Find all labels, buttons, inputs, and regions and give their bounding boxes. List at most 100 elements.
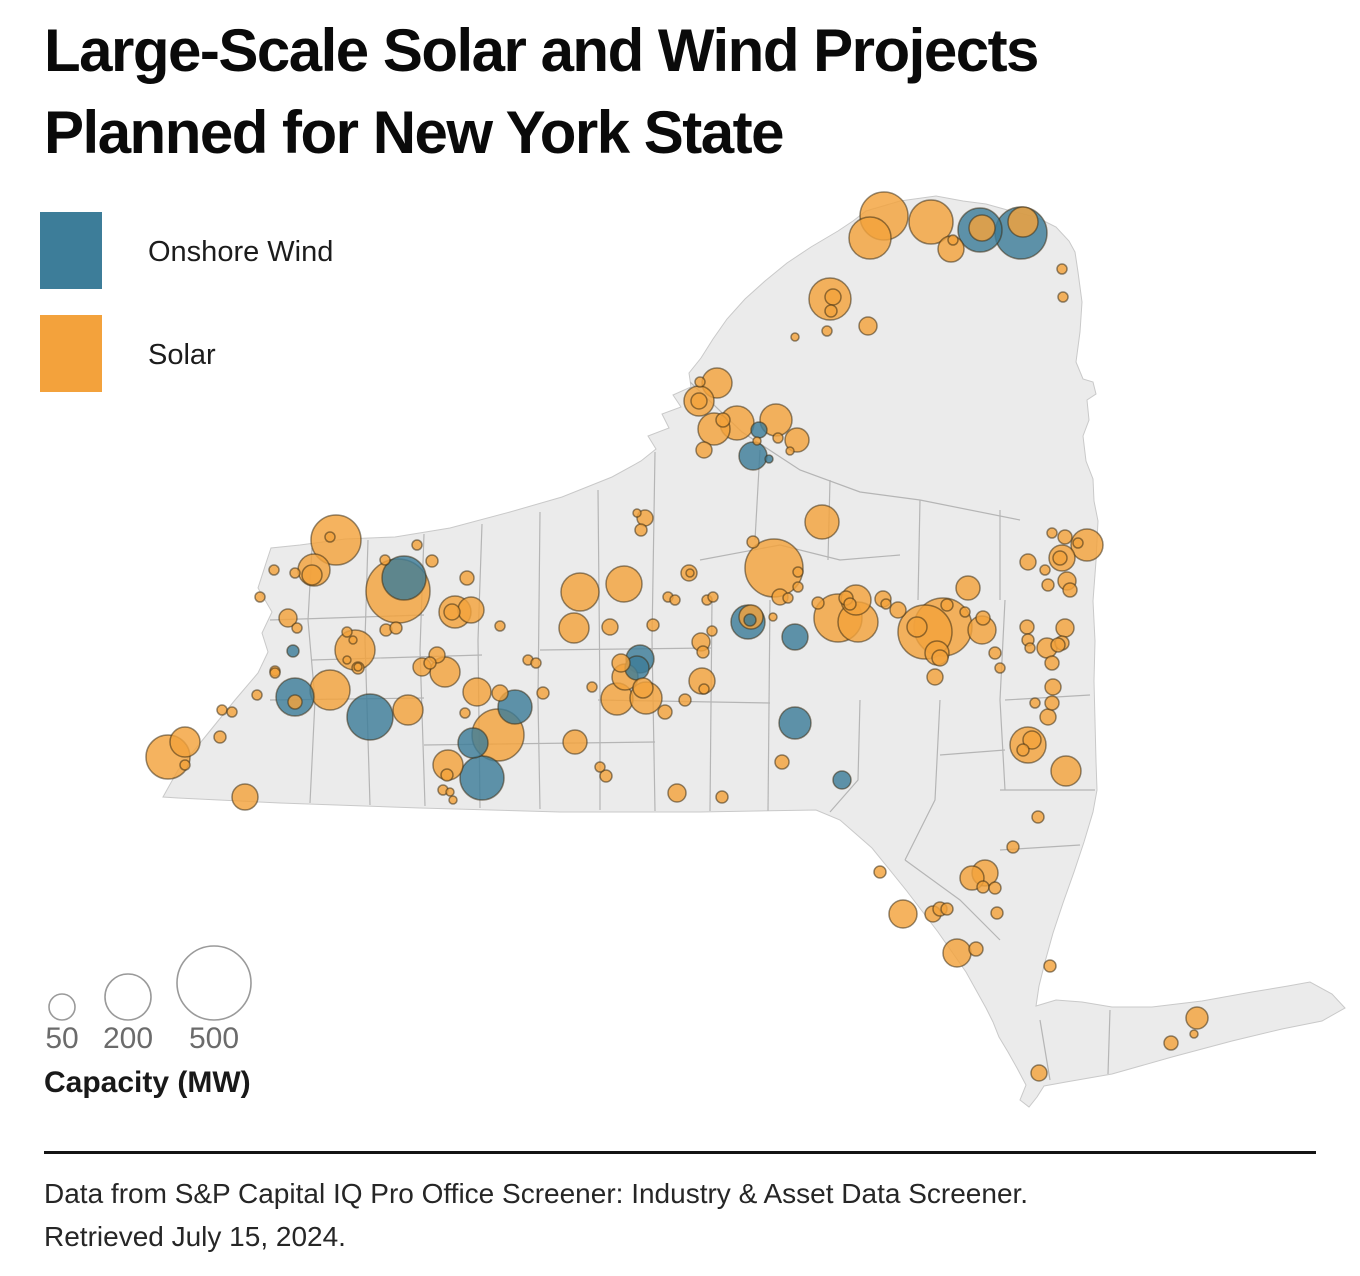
wind-color-swatch (40, 212, 102, 289)
solar-project-bubble (811, 596, 825, 610)
solar-project-bubble (289, 567, 301, 579)
solar-project-bubble (1056, 263, 1068, 275)
solar-project-bubble (926, 668, 944, 686)
solar-project-bubble (792, 581, 804, 593)
solar-project-bubble (669, 594, 681, 606)
solar-project-bubble (940, 598, 954, 612)
wind-project-bubble (778, 706, 812, 740)
wind-project-bubble (781, 623, 809, 651)
solar-project-bubble (690, 392, 708, 410)
solar-project-bubble (1163, 1035, 1179, 1051)
solar-project-bubble (491, 684, 509, 702)
solar-project-bubble (843, 597, 857, 611)
solar-project-bubble (1029, 697, 1041, 709)
wind-project-bubble (743, 613, 757, 627)
solar-project-bubble (955, 575, 981, 601)
solar-project-bubble (448, 795, 458, 805)
solar-project-bubble (1185, 1006, 1209, 1030)
solar-project-bubble (1072, 537, 1084, 549)
solar-project-bubble (940, 902, 954, 916)
wind-project-bubble (832, 770, 852, 790)
solar-project-bubble (301, 564, 323, 586)
solar-project-bubble (1016, 743, 1030, 757)
solar-project-bubble (942, 938, 972, 968)
solar-project-bubble (291, 622, 303, 634)
solar-project-bubble (558, 612, 590, 644)
solar-project-bubble (353, 662, 363, 672)
solar-project-bubble (231, 783, 259, 811)
solar-project-bubble (785, 446, 795, 456)
solar-project-bubble (746, 535, 760, 549)
solar-project-bubble (536, 686, 550, 700)
solar-project-bubble (1019, 619, 1035, 635)
solar-project-bubble (975, 610, 991, 626)
solar-project-bubble (990, 906, 1004, 920)
wind-project-bubble (738, 441, 768, 471)
solar-project-bubble (646, 618, 660, 632)
solar-project-bubble (1006, 840, 1020, 854)
solar-project-bubble (774, 754, 790, 770)
solar-project-bubble (706, 625, 718, 637)
solar-color-swatch (40, 315, 102, 392)
solar-project-bubble (1024, 642, 1036, 654)
solar-project-bubble (790, 332, 800, 342)
title-line-1: Large-Scale Solar and Wind Projects (44, 17, 1039, 84)
solar-project-bubble (821, 325, 833, 337)
capacity-size-legend: Capacity (MW) 50 200 500 (44, 945, 252, 1099)
solar-project-bubble (278, 608, 298, 628)
solar-project-bubble (1041, 578, 1055, 592)
solar-project-bubble (599, 769, 613, 783)
solar-project-bubble (445, 787, 455, 797)
solar-project-bubble (1046, 527, 1058, 539)
solar-project-bubble (959, 606, 971, 618)
solar-project-bubble (411, 539, 423, 551)
solar-project-bubble (888, 899, 918, 929)
solar-project-bubble (1057, 291, 1069, 303)
solar-project-bubble (848, 216, 892, 260)
solar-project-bubble (784, 427, 810, 453)
solar-project-bubble (804, 504, 840, 540)
solar-project-bubble (889, 601, 907, 619)
page-title: Large-Scale Solar and Wind Projects Plan… (44, 10, 1244, 174)
solar-project-bubble (254, 591, 266, 603)
solar-project-bubble (1031, 810, 1045, 824)
source-line-1: Data from S&P Capital IQ Pro Office Scre… (44, 1178, 1029, 1209)
solar-project-bubble (880, 598, 892, 610)
new-york-state-shape (162, 195, 1346, 1108)
solar-project-bubble (459, 570, 475, 586)
solar-project-bubble (1039, 708, 1057, 726)
solar-project-bubble (269, 667, 281, 679)
solar-project-bubble (611, 653, 631, 673)
solar-project-bubble (440, 768, 454, 782)
solar-project-bubble (988, 881, 1002, 895)
solar-project-bubble (1030, 1064, 1048, 1082)
solar-project-bubble (459, 707, 471, 719)
solar-project-bubble (1050, 637, 1066, 653)
wind-project-bubble (381, 555, 427, 601)
wind-project-bubble (286, 644, 300, 658)
footer-divider (44, 1151, 1316, 1154)
solar-project-bubble (443, 603, 461, 621)
solar-project-bubble (226, 706, 238, 718)
solar-project-bubble (213, 730, 227, 744)
wind-project-bubble (457, 727, 489, 759)
solar-project-bubble (634, 523, 648, 537)
solar-project-bubble (873, 865, 887, 879)
solar-project-bubble (1062, 582, 1078, 598)
solar-project-bubble (752, 436, 762, 446)
solar-project-bubble (782, 592, 794, 604)
solar-project-bubble (1044, 655, 1060, 671)
solar-project-bubble (251, 689, 263, 701)
capacity-legend-circle-50 (48, 993, 76, 1021)
capacity-legend-circle-200 (104, 973, 152, 1021)
solar-project-bubble (601, 618, 619, 636)
wind-project-bubble (764, 454, 774, 464)
solar-project-bubble (1039, 564, 1051, 576)
solar-project-bubble (824, 304, 838, 318)
solar-project-bubble (586, 681, 598, 693)
solar-project-bubble (678, 693, 692, 707)
solar-project-bubble (768, 612, 778, 622)
solar-project-bubble (667, 783, 687, 803)
